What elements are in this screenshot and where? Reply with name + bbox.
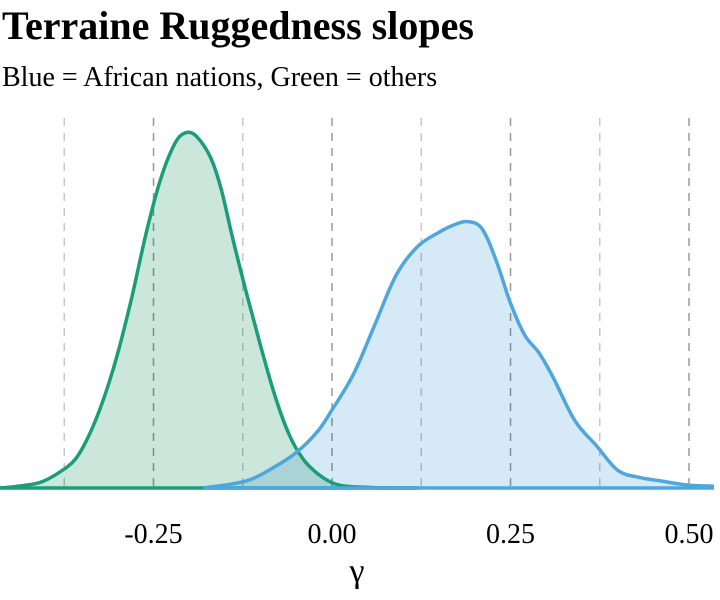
density-line-series-2 xyxy=(203,219,715,490)
x-tick-label: 0.50 xyxy=(665,519,714,550)
density-lines xyxy=(0,130,715,490)
x-tick-label: 0.00 xyxy=(308,519,357,550)
density-area-series-2 xyxy=(203,221,714,488)
density-line-series-1 xyxy=(0,130,418,490)
x-tick-label: -0.25 xyxy=(124,519,182,550)
chart-subtitle: Blue = African nations, Green = others xyxy=(2,62,438,93)
x-tick-label: 0.25 xyxy=(486,519,535,550)
chart-title: Terraine Ruggedness slopes xyxy=(2,3,474,48)
x-axis-ticks: -0.25 0.00 0.25 0.50 xyxy=(124,519,713,550)
density-areas xyxy=(0,132,714,488)
x-axis-label: γ xyxy=(348,553,364,590)
